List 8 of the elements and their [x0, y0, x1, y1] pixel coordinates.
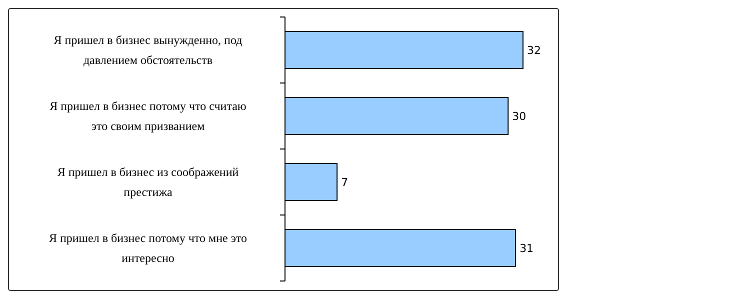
data-label: 7: [341, 176, 348, 189]
y-tick-label: Я пришел в бизнес потому что мне это интересно: [48, 231, 248, 266]
y-tick-label: Я пришел в бизнес потому что считаю это своим призванием: [50, 99, 246, 134]
data-label: 32: [527, 44, 541, 57]
data-label: 30: [512, 110, 526, 123]
data-label: 31: [520, 242, 534, 255]
y-tick-label: Я пришел в бизнес из соображений престижа: [57, 165, 240, 200]
y-tick-label: Я пришел в бизнес вынужденно, под давлением обстоятельств: [54, 33, 242, 68]
